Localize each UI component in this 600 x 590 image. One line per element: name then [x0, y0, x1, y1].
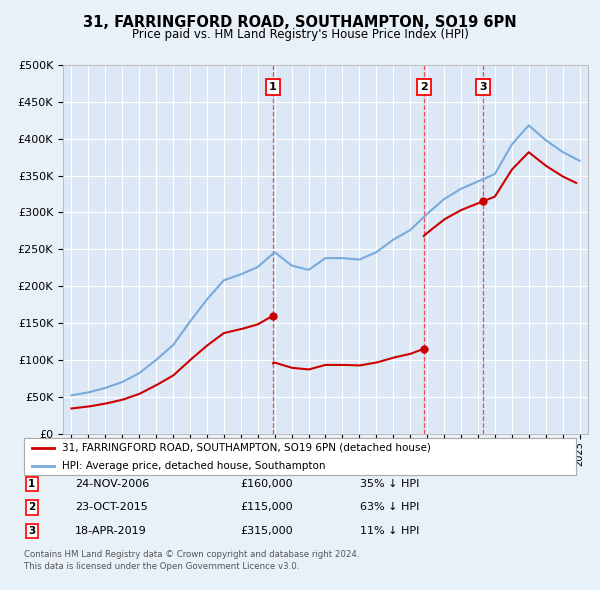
Text: 3: 3: [28, 526, 35, 536]
Text: 63% ↓ HPI: 63% ↓ HPI: [360, 503, 419, 512]
Text: 31, FARRINGFORD ROAD, SOUTHAMPTON, SO19 6PN (detached house): 31, FARRINGFORD ROAD, SOUTHAMPTON, SO19 …: [62, 442, 430, 453]
Text: 2: 2: [420, 82, 428, 92]
Text: This data is licensed under the Open Government Licence v3.0.: This data is licensed under the Open Gov…: [24, 562, 299, 571]
Text: 11% ↓ HPI: 11% ↓ HPI: [360, 526, 419, 536]
Text: £160,000: £160,000: [240, 479, 293, 489]
Text: 24-NOV-2006: 24-NOV-2006: [75, 479, 149, 489]
Text: £315,000: £315,000: [240, 526, 293, 536]
Text: 31, FARRINGFORD ROAD, SOUTHAMPTON, SO19 6PN: 31, FARRINGFORD ROAD, SOUTHAMPTON, SO19 …: [83, 15, 517, 30]
Text: 18-APR-2019: 18-APR-2019: [75, 526, 147, 536]
Text: 35% ↓ HPI: 35% ↓ HPI: [360, 479, 419, 489]
Text: 3: 3: [479, 82, 487, 92]
Text: 1: 1: [28, 479, 35, 489]
Text: HPI: Average price, detached house, Southampton: HPI: Average price, detached house, Sout…: [62, 461, 325, 471]
Text: 23-OCT-2015: 23-OCT-2015: [75, 503, 148, 512]
Text: 2: 2: [28, 503, 35, 512]
Text: Contains HM Land Registry data © Crown copyright and database right 2024.: Contains HM Land Registry data © Crown c…: [24, 550, 359, 559]
Text: £115,000: £115,000: [240, 503, 293, 512]
Text: 1: 1: [269, 82, 277, 92]
Text: Price paid vs. HM Land Registry's House Price Index (HPI): Price paid vs. HM Land Registry's House …: [131, 28, 469, 41]
